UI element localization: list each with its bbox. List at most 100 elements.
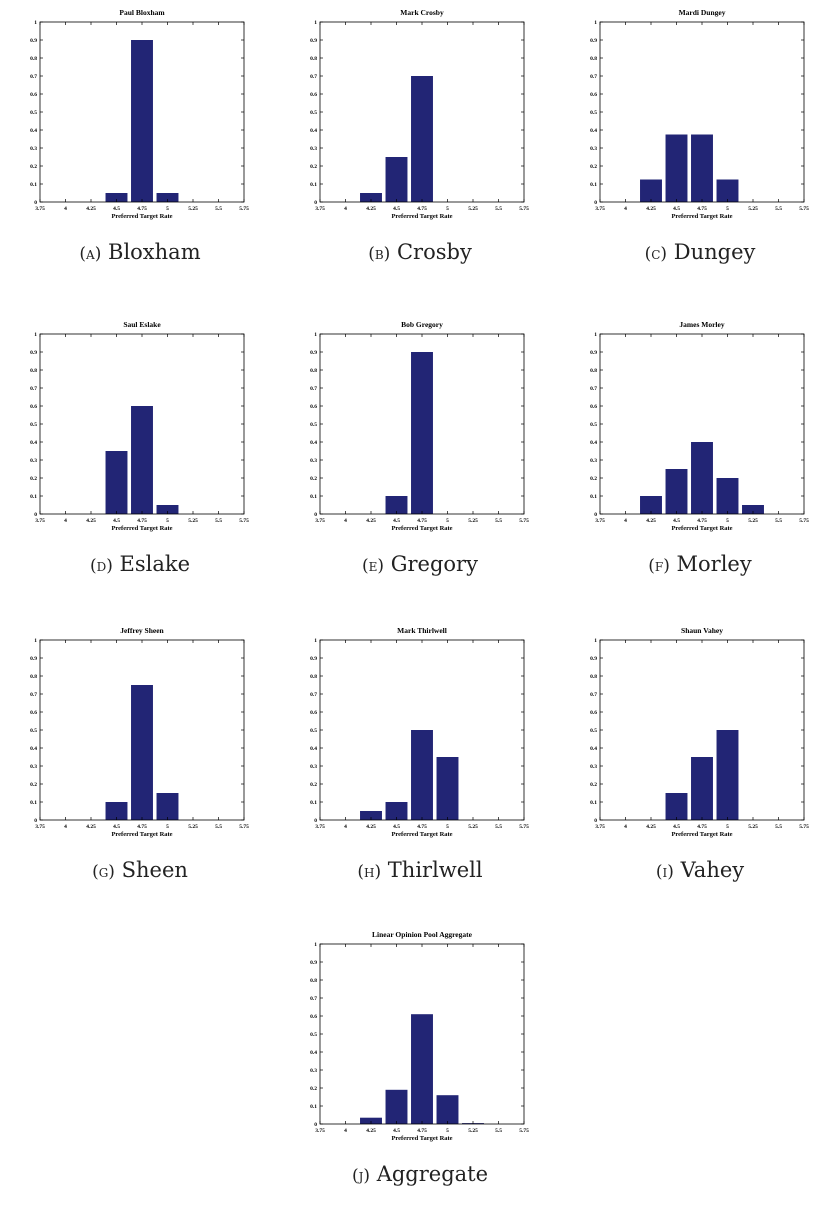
y-tick-label: 1 [34, 20, 37, 26]
chart-title: Mardi Dungey [679, 8, 726, 17]
y-tick-label: 0.6 [590, 92, 597, 98]
x-tick-label: 5.25 [748, 206, 758, 212]
chart-panel-morley: James Morley 0 0.1 0.2 0.3 0.4 0.5 0.6 0.7 0.8 0.9… [560, 312, 840, 608]
subfigure-caption: (a) Bloxham [0, 240, 280, 264]
bar [716, 730, 739, 820]
x-tick-label: 4.25 [646, 518, 656, 524]
y-tick-label: 0.4 [310, 128, 317, 134]
y-tick-label: 0.1 [310, 494, 317, 500]
chart-panel-aggregate: Linear Opinion Pool Aggregate 0 0.1 0.2 0.3 0… [280, 922, 560, 1218]
y-tick-label: 0.8 [30, 56, 37, 62]
x-axis-label: Preferred Target Rate [111, 831, 172, 838]
bar [385, 1089, 408, 1124]
bar [131, 40, 153, 202]
y-tick-label: 0.9 [590, 656, 597, 662]
y-tick-label: 0.1 [590, 494, 597, 500]
y-tick-label: 0.9 [310, 350, 317, 356]
subfigure-name: Gregory [390, 552, 478, 576]
x-tick-label: 4.25 [366, 1128, 376, 1134]
bar [640, 496, 662, 514]
y-tick-label: 0.8 [590, 674, 597, 680]
y-tick-label: 0.3 [310, 1068, 317, 1074]
y-tick-label: 0.7 [310, 74, 317, 80]
x-tick-label: 5 [726, 824, 729, 830]
y-tick-label: 0.7 [590, 692, 597, 698]
bar [436, 757, 459, 820]
y-tick-label: 0.2 [590, 476, 597, 482]
x-tick-label: 4 [64, 206, 67, 212]
x-tick-label: 4 [344, 206, 347, 212]
bar [436, 1095, 459, 1124]
y-tick-label: 0.9 [590, 350, 597, 356]
x-tick-label: 3.75 [595, 206, 605, 212]
bar-chart: Mardi Dungey 0 0.1 0.2 0.3 0.4 0.5 0.6 0.7 0.8 0.9… [590, 8, 809, 220]
x-tick-label: 4.75 [137, 518, 147, 524]
x-axis-label: Preferred Target Rate [391, 831, 452, 838]
y-tick-label: 0.5 [30, 728, 37, 734]
x-tick-label: 4.75 [417, 206, 427, 212]
y-tick-label: 0.5 [590, 422, 597, 428]
y-tick-label: 0.6 [30, 404, 37, 410]
x-tick-label: 5.5 [495, 206, 502, 212]
x-tick-label: 5 [446, 824, 449, 830]
subfigure-caption: (h) Thirlwell [280, 858, 560, 882]
y-tick-label: 1 [314, 332, 317, 338]
x-tick-label: 5.5 [775, 206, 782, 212]
x-tick-label: 5.5 [215, 824, 222, 830]
x-tick-label: 5.75 [239, 824, 249, 830]
chart-panel-bloxham: Paul Bloxham 0 0.1 0.2 0.3 0.4 0.5 0.6 0.7 0.8 0.9… [0, 0, 280, 296]
y-tick-label: 0.2 [30, 476, 37, 482]
x-tick-label: 5.25 [188, 518, 198, 524]
y-tick-label: 0.6 [590, 710, 597, 716]
y-tick-label: 0.1 [310, 800, 317, 806]
x-axis-label: Preferred Target Rate [391, 1135, 452, 1142]
bar-chart: Jeffrey Sheen 0 0.1 0.2 0.3 0.4 0.5 0.6 0.7 0.8 0.… [30, 626, 249, 838]
subfigure-caption: (d) Eslake [0, 552, 280, 576]
y-tick-label: 0.9 [590, 38, 597, 44]
x-axis-label: Preferred Target Rate [391, 213, 452, 220]
y-tick-label: 0.1 [30, 494, 37, 500]
bar [640, 179, 662, 202]
x-tick-label: 5.5 [775, 824, 782, 830]
bar [691, 442, 713, 514]
bar [716, 179, 739, 202]
chart-title: Jeffrey Sheen [120, 626, 164, 635]
y-tick-label: 0.5 [310, 110, 317, 116]
bar [360, 811, 382, 820]
y-tick-label: 0.3 [30, 146, 37, 152]
bar [411, 352, 433, 514]
y-tick-label: 1 [594, 20, 597, 26]
y-tick-label: 0.4 [310, 746, 317, 752]
y-tick-label: 0.2 [310, 476, 317, 482]
y-tick-label: 0.7 [30, 74, 37, 80]
bar [665, 469, 688, 514]
y-tick-label: 0.5 [310, 422, 317, 428]
bar-chart: Shaun Vahey 0 0.1 0.2 0.3 0.4 0.5 0.6 0.7 0.8 0.9 1… [590, 626, 809, 838]
x-tick-label: 3.75 [315, 824, 325, 830]
y-tick-label: 0.7 [590, 386, 597, 392]
bar [131, 406, 153, 514]
x-tick-label: 5.25 [188, 824, 198, 830]
y-tick-label: 0 [594, 818, 597, 824]
x-tick-label: 5.75 [519, 206, 529, 212]
y-tick-label: 0.6 [590, 404, 597, 410]
bar [691, 134, 713, 202]
x-tick-label: 4.75 [697, 824, 707, 830]
y-tick-label: 0.3 [310, 458, 317, 464]
y-tick-label: 0.1 [310, 182, 317, 188]
x-tick-label: 5 [726, 518, 729, 524]
y-tick-label: 0.5 [590, 728, 597, 734]
bar [385, 496, 408, 514]
x-tick-label: 4.25 [646, 206, 656, 212]
x-tick-label: 5 [166, 824, 169, 830]
bar [691, 757, 713, 820]
x-tick-label: 3.75 [315, 206, 325, 212]
y-tick-label: 0.7 [310, 386, 317, 392]
x-tick-label: 3.75 [595, 824, 605, 830]
bar [665, 134, 688, 202]
x-axis-label: Preferred Target Rate [671, 831, 732, 838]
x-tick-label: 5.5 [495, 824, 502, 830]
y-tick-label: 0 [314, 1122, 317, 1128]
x-tick-label: 5.5 [215, 518, 222, 524]
bar-chart: Mark Crosby 0 0.1 0.2 0.3 0.4 0.5 0.6 0.7 0.8 0.9 1… [310, 8, 529, 220]
